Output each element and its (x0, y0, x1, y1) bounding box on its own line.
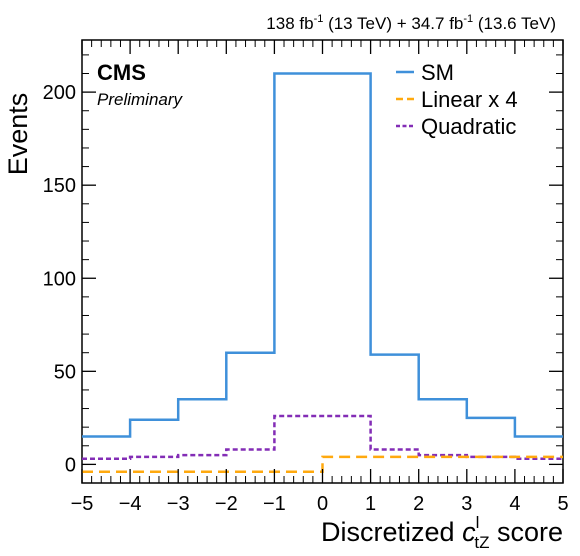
x-tick-label: −3 (167, 493, 190, 515)
x-tick-label: 5 (557, 493, 568, 515)
x-tick-label: −4 (119, 493, 142, 515)
legend-entry: Linear x 4 (421, 87, 518, 112)
preliminary-label: Preliminary (97, 90, 184, 109)
y-axis-label: Events (3, 93, 33, 176)
x-tick-label: −1 (263, 493, 286, 515)
x-tick-label: 2 (413, 493, 424, 515)
x-tick-label: −2 (215, 493, 238, 515)
series-line-linear-x-4 (82, 455, 563, 474)
y-tick-label: 0 (65, 454, 76, 476)
legend-entry: SM (421, 60, 454, 85)
x-tick-label: 3 (461, 493, 472, 515)
x-tick-label: 1 (365, 493, 376, 515)
cms-label: CMS (97, 60, 146, 85)
series-layer (82, 72, 563, 474)
series-line-sm (82, 72, 563, 438)
x-axis-label: Discretized cl tZ score (321, 513, 563, 552)
y-tick-label: 50 (54, 361, 76, 383)
series-line-quadratic (82, 414, 563, 461)
y-tick-label: 100 (43, 268, 76, 290)
y-tick-label: 150 (43, 175, 76, 197)
lumi-label: 138 fb-1 (13 TeV) + 34.7 fb-1 (13.6 TeV) (266, 13, 556, 33)
legend-entry: Quadratic (421, 114, 516, 139)
x-tick-label: 0 (317, 493, 328, 515)
x-tick-label: 4 (509, 493, 520, 515)
y-tick-label: 200 (43, 82, 76, 104)
x-tick-label: −5 (71, 493, 94, 515)
